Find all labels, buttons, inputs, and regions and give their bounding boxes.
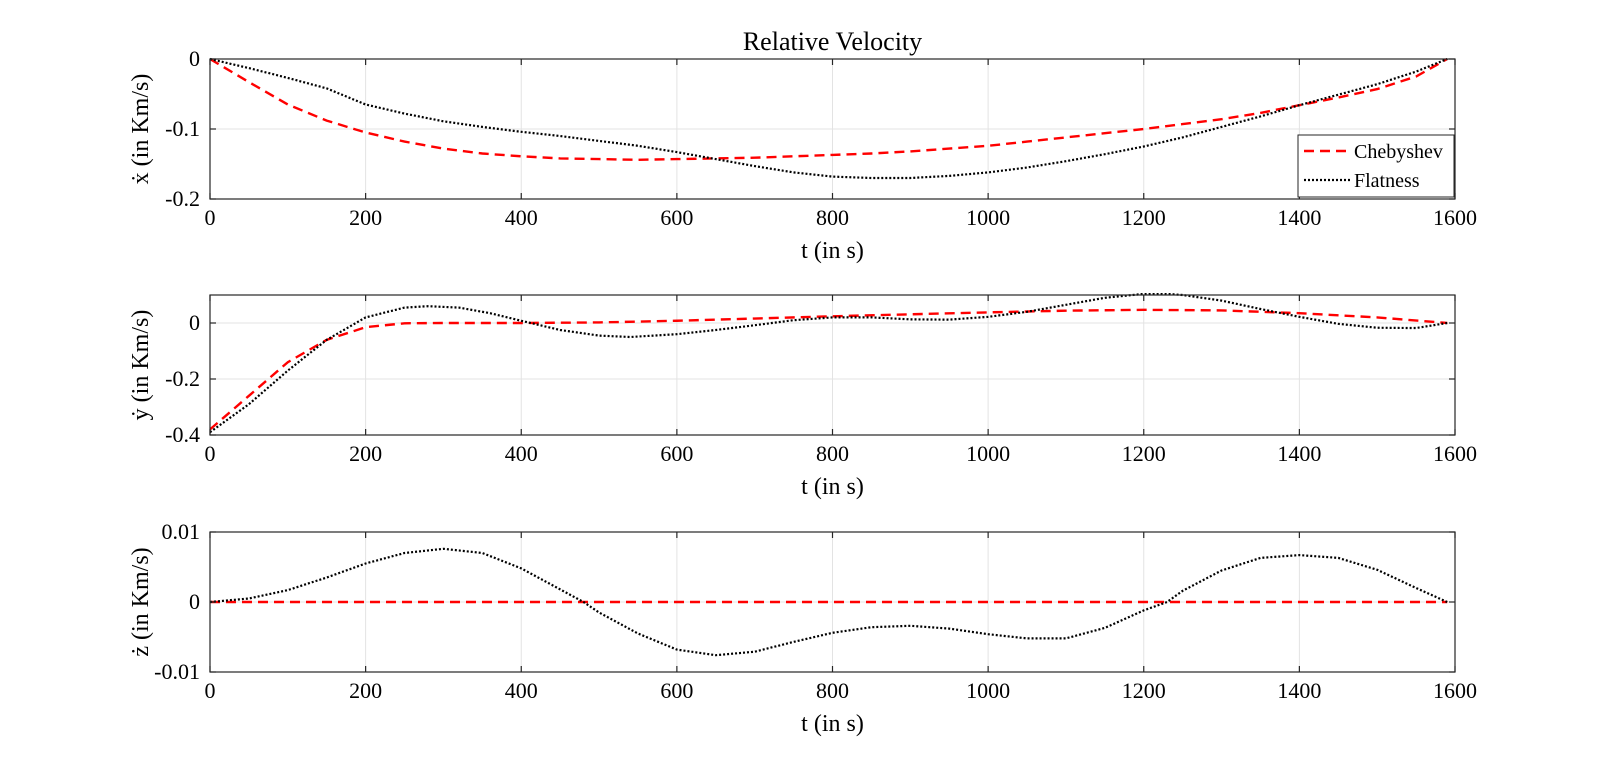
x-axis-label: t (in s) [801, 711, 864, 737]
x-tick-label: 1400 [1277, 678, 1321, 703]
x-tick-label: 200 [349, 678, 382, 703]
x-tick-label: 1200 [1122, 441, 1166, 466]
y-tick-label: -0.2 [165, 186, 200, 211]
x-tick-label: 400 [505, 205, 538, 230]
legend: Chebyshev Flatness [1297, 134, 1455, 198]
y-tick-label: 0 [189, 589, 200, 614]
x-tick-label: 1200 [1122, 205, 1166, 230]
y-tick-label: -0.2 [165, 366, 200, 391]
x-tick-label: 1400 [1277, 205, 1321, 230]
x-tick-label: 600 [660, 205, 693, 230]
x-tick-label: 200 [349, 205, 382, 230]
x-tick-label: 0 [205, 205, 216, 230]
legend-label-flatness: Flatness [1354, 170, 1420, 192]
x-tick-label: 1000 [966, 441, 1010, 466]
y-axis-label: ẋ (in Km/s) [128, 74, 154, 185]
y-axis-label: ẏ (in Km/s) [128, 310, 154, 421]
x-tick-label: 800 [816, 441, 849, 466]
x-tick-label: 800 [816, 205, 849, 230]
x-tick-label: 1400 [1277, 441, 1321, 466]
x-tick-label: 1600 [1433, 441, 1477, 466]
x-tick-label: 1000 [966, 205, 1010, 230]
x-tick-label: 400 [505, 678, 538, 703]
y-tick-label: -0.01 [154, 659, 200, 684]
series-line-flatness [210, 57, 1448, 180]
legend-box [1297, 134, 1455, 198]
x-tick-label: 800 [816, 678, 849, 703]
x-tick-label: 0 [205, 678, 216, 703]
legend-label-chebyshev: Chebyshev [1354, 141, 1443, 163]
chart-panel-1: 0 200 400 600 800 1000 1200 1400 1600 -0.2 -0.1 0 t … [128, 27, 1477, 264]
y-tick-label: -0.1 [165, 116, 200, 141]
y-tick-label: 0.01 [162, 519, 201, 544]
y-tick-label: 0 [189, 310, 200, 335]
series-line-flatness [210, 293, 1448, 434]
x-tick-label: 1600 [1433, 205, 1477, 230]
x-tick-label: 1000 [966, 678, 1010, 703]
x-tick-label: 1600 [1433, 678, 1477, 703]
x-axis-label: t (in s) [801, 474, 864, 500]
y-axis-label: ż (in Km/s) [128, 547, 154, 656]
chart-panel-2: 0 200 400 600 800 1000 1200 1400 1600 -0.4 -0.2 0 t … [128, 293, 1477, 500]
series-line-chebyshev [210, 308, 1448, 431]
y-tick-label: -0.4 [165, 422, 200, 447]
series-line-chebyshev [210, 57, 1448, 162]
x-tick-label: 1200 [1122, 678, 1166, 703]
chart-title: Relative Velocity [743, 27, 922, 56]
x-tick-label: 600 [660, 441, 693, 466]
y-tick-label: 0 [189, 46, 200, 71]
x-tick-label: 200 [349, 441, 382, 466]
x-tick-label: 400 [505, 441, 538, 466]
x-axis-label: t (in s) [801, 238, 864, 264]
x-tick-label: 600 [660, 678, 693, 703]
chart-panel-3: 0 200 400 600 800 1000 1200 1400 1600-0.0100.01t… [128, 519, 1477, 737]
x-tick-label: 0 [205, 441, 216, 466]
